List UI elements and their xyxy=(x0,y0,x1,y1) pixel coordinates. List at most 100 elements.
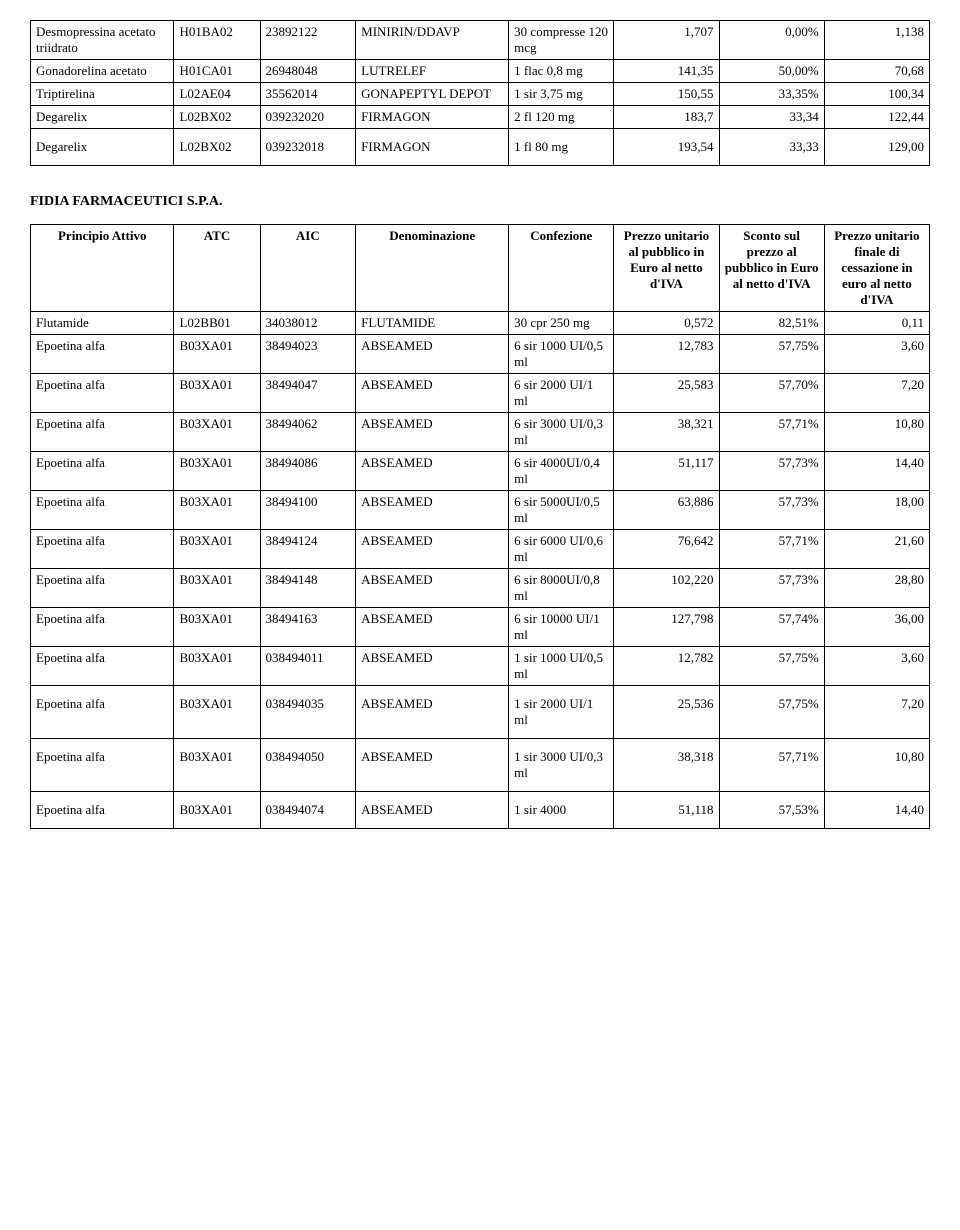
cell-den: FIRMAGON xyxy=(356,129,509,166)
table-row: Epoetina alfaB03XA01038494011ABSEAMED1 s… xyxy=(31,647,930,686)
table-row: Desmopressina acetato triidratoH01BA0223… xyxy=(31,21,930,60)
cell-den: ABSEAMED xyxy=(356,647,509,686)
cell-atc: L02BB01 xyxy=(174,312,260,335)
cell-p2: 82,51% xyxy=(719,312,824,335)
cell-p1: 12,783 xyxy=(614,335,719,374)
cell-p1: 127,798 xyxy=(614,608,719,647)
cell-p1: 51,117 xyxy=(614,452,719,491)
table-row: Epoetina alfaB03XA01038494074ABSEAMED1 s… xyxy=(31,792,930,829)
cell-pa: Gonadorelina acetato xyxy=(31,60,174,83)
cell-p2: 0,00% xyxy=(719,21,824,60)
cell-conf: 6 sir 5000UI/0,5 ml xyxy=(509,491,614,530)
cell-pa: Flutamide xyxy=(31,312,174,335)
table-row: Epoetina alfaB03XA0138494062ABSEAMED6 si… xyxy=(31,413,930,452)
pricing-table-fidia: Principio Attivo ATC AIC Denominazione C… xyxy=(30,224,930,829)
cell-den: FLUTAMIDE xyxy=(356,312,509,335)
col-confezione: Confezione xyxy=(509,225,614,312)
table-row: Epoetina alfaB03XA0138494100ABSEAMED6 si… xyxy=(31,491,930,530)
cell-pa: Epoetina alfa xyxy=(31,686,174,739)
cell-den: ABSEAMED xyxy=(356,530,509,569)
cell-conf: 1 sir 1000 UI/0,5 ml xyxy=(509,647,614,686)
pricing-table-top: Desmopressina acetato triidratoH01BA0223… xyxy=(30,20,930,166)
cell-p3: 100,34 xyxy=(824,83,929,106)
cell-p2: 57,70% xyxy=(719,374,824,413)
cell-pa: Desmopressina acetato triidrato xyxy=(31,21,174,60)
cell-den: ABSEAMED xyxy=(356,491,509,530)
cell-aic: 26948048 xyxy=(260,60,356,83)
cell-p1: 193,54 xyxy=(614,129,719,166)
cell-conf: 1 fl 80 mg xyxy=(509,129,614,166)
table-row: Epoetina alfaB03XA0138494047ABSEAMED6 si… xyxy=(31,374,930,413)
table-row: Epoetina alfaB03XA0138494148ABSEAMED6 si… xyxy=(31,569,930,608)
cell-atc: B03XA01 xyxy=(174,491,260,530)
cell-p1: 12,782 xyxy=(614,647,719,686)
cell-aic: 038494011 xyxy=(260,647,356,686)
cell-p1: 183,7 xyxy=(614,106,719,129)
cell-atc: B03XA01 xyxy=(174,374,260,413)
cell-p2: 57,73% xyxy=(719,491,824,530)
cell-pa: Epoetina alfa xyxy=(31,374,174,413)
cell-den: ABSEAMED xyxy=(356,739,509,792)
cell-pa: Epoetina alfa xyxy=(31,491,174,530)
cell-aic: 38494023 xyxy=(260,335,356,374)
cell-conf: 6 sir 8000UI/0,8 ml xyxy=(509,569,614,608)
cell-pa: Epoetina alfa xyxy=(31,792,174,829)
cell-pa: Epoetina alfa xyxy=(31,739,174,792)
cell-den: ABSEAMED xyxy=(356,413,509,452)
cell-p2: 57,71% xyxy=(719,530,824,569)
cell-conf: 1 sir 4000 xyxy=(509,792,614,829)
cell-p3: 7,20 xyxy=(824,686,929,739)
col-denominazione: Denominazione xyxy=(356,225,509,312)
cell-p1: 25,536 xyxy=(614,686,719,739)
col-prezzo-finale: Prezzo unitario finale di cessazione in … xyxy=(824,225,929,312)
cell-p3: 21,60 xyxy=(824,530,929,569)
col-principio-attivo: Principio Attivo xyxy=(31,225,174,312)
cell-den: ABSEAMED xyxy=(356,686,509,739)
cell-p2: 57,75% xyxy=(719,686,824,739)
cell-aic: 038494074 xyxy=(260,792,356,829)
cell-p3: 14,40 xyxy=(824,452,929,491)
cell-p2: 33,34 xyxy=(719,106,824,129)
cell-p1: 38,321 xyxy=(614,413,719,452)
cell-atc: B03XA01 xyxy=(174,739,260,792)
cell-p2: 57,75% xyxy=(719,647,824,686)
cell-conf: 1 flac 0,8 mg xyxy=(509,60,614,83)
col-prezzo-unitario: Prezzo unitario al pubblico in Euro al n… xyxy=(614,225,719,312)
cell-p1: 38,318 xyxy=(614,739,719,792)
cell-den: MINIRIN/DDAVP xyxy=(356,21,509,60)
cell-p1: 63,886 xyxy=(614,491,719,530)
cell-conf: 6 sir 2000 UI/1 ml xyxy=(509,374,614,413)
cell-conf: 30 cpr 250 mg xyxy=(509,312,614,335)
table-row: Gonadorelina acetatoH01CA0126948048LUTRE… xyxy=(31,60,930,83)
cell-p3: 3,60 xyxy=(824,647,929,686)
cell-p3: 7,20 xyxy=(824,374,929,413)
cell-den: ABSEAMED xyxy=(356,374,509,413)
cell-conf: 6 sir 4000UI/0,4 ml xyxy=(509,452,614,491)
cell-p2: 57,73% xyxy=(719,569,824,608)
table-row: DegarelixL02BX02039232018FIRMAGON1 fl 80… xyxy=(31,129,930,166)
cell-p3: 14,40 xyxy=(824,792,929,829)
cell-pa: Epoetina alfa xyxy=(31,413,174,452)
cell-atc: B03XA01 xyxy=(174,413,260,452)
cell-conf: 6 sir 10000 UI/1 ml xyxy=(509,608,614,647)
cell-p2: 33,35% xyxy=(719,83,824,106)
cell-conf: 6 sir 1000 UI/0,5 ml xyxy=(509,335,614,374)
cell-atc: L02BX02 xyxy=(174,129,260,166)
cell-pa: Epoetina alfa xyxy=(31,569,174,608)
cell-den: ABSEAMED xyxy=(356,452,509,491)
col-atc: ATC xyxy=(174,225,260,312)
cell-pa: Degarelix xyxy=(31,106,174,129)
table-row: Epoetina alfaB03XA01038494035ABSEAMED1 s… xyxy=(31,686,930,739)
cell-den: FIRMAGON xyxy=(356,106,509,129)
cell-p3: 0,11 xyxy=(824,312,929,335)
cell-atc: H01CA01 xyxy=(174,60,260,83)
cell-p2: 50,00% xyxy=(719,60,824,83)
table-header-row: Principio Attivo ATC AIC Denominazione C… xyxy=(31,225,930,312)
cell-p2: 57,71% xyxy=(719,413,824,452)
cell-atc: B03XA01 xyxy=(174,608,260,647)
table-row: TriptirelinaL02AE0435562014GONAPEPTYL DE… xyxy=(31,83,930,106)
cell-p1: 1,707 xyxy=(614,21,719,60)
cell-aic: 23892122 xyxy=(260,21,356,60)
cell-p2: 33,33 xyxy=(719,129,824,166)
cell-pa: Epoetina alfa xyxy=(31,647,174,686)
